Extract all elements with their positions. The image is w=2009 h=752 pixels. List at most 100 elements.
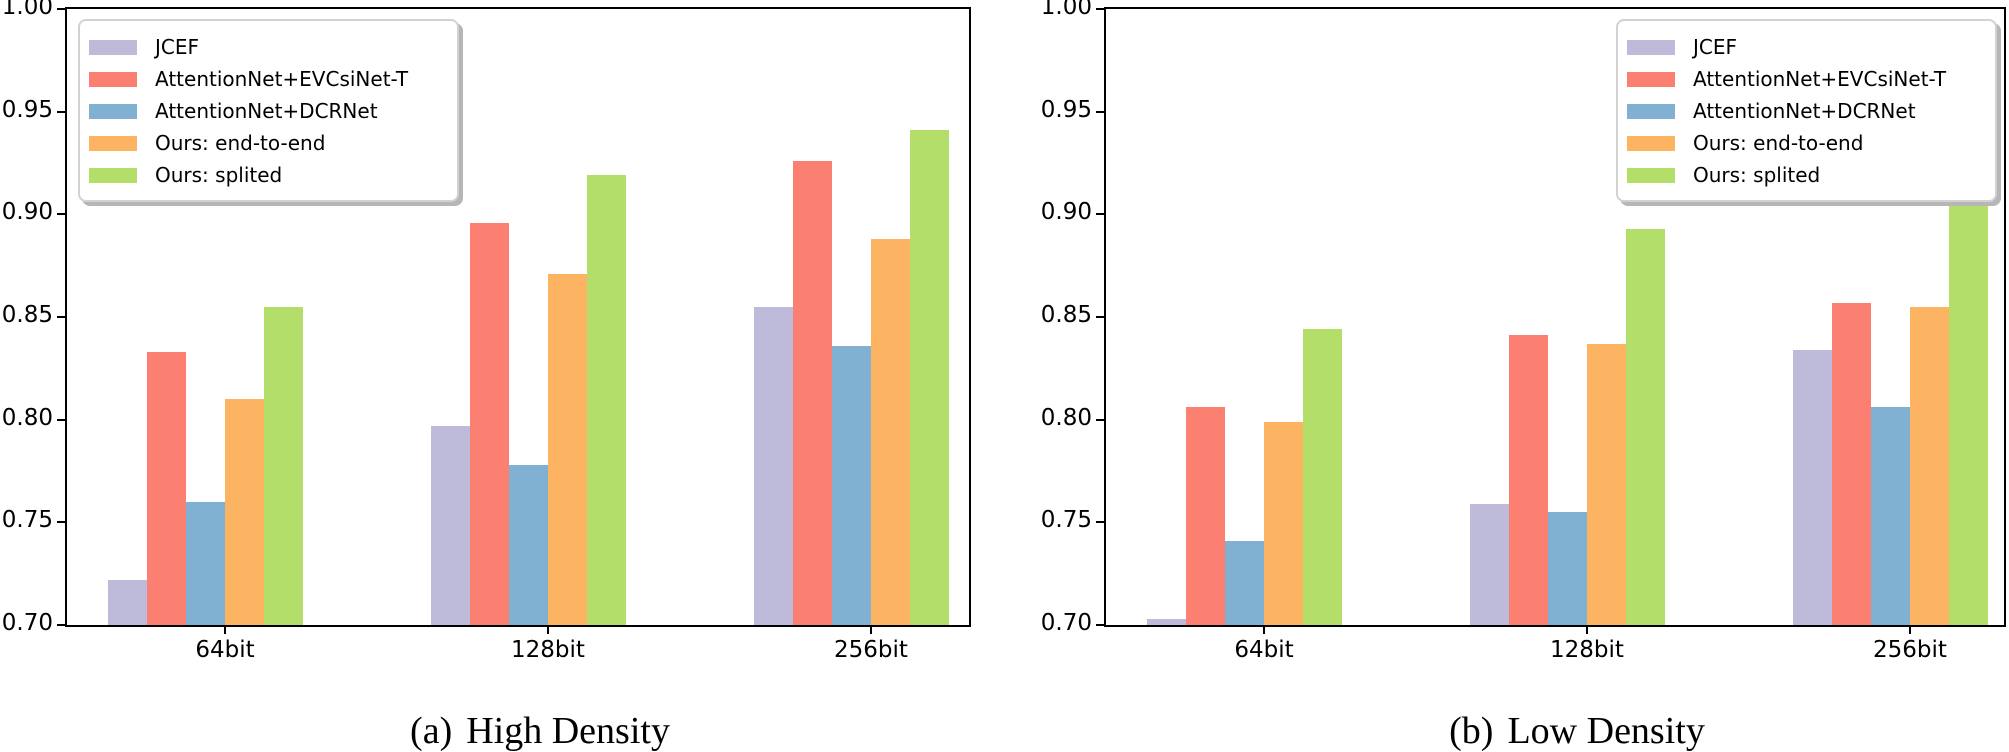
x-tick-label-128bit: 128bit [1550,637,1624,663]
caption-label-b: (b) [1449,710,1494,752]
x-tick-mark [1909,625,1911,634]
x-tick-label-256bit: 256bit [834,637,908,663]
plot-area-high-density: 1.00 0.95 0.90 0.85 0.80 0.75 0.70 64bit 128bit 2… [2,0,971,663]
caption-text-a: High Density [466,710,670,752]
bar-low-density-64bit-ours-splited [1303,329,1342,625]
legend-row: Ours: splited [89,159,447,191]
bar-high-density-128bit-jcef [431,425,470,625]
legend-row: JCEF [1627,31,1985,63]
bar-high-density-256bit-jcef [754,306,793,625]
bar-high-density-64bit-jcef [108,579,147,625]
legend-label: Ours: splited [1693,163,1821,187]
y-tick-mark [1096,521,1104,524]
bar-high-density-64bit-attentionnet-dcrnet [186,501,225,625]
bar-low-density-64bit-attentionnet-evcsinet-t [1186,407,1225,625]
legend-low-density: JCEF AttentionNet+EVCsiNet-T AttentionNet+… [1616,19,1997,202]
legend-row: AttentionNet+DCRNet [89,95,447,127]
legend-swatch-icon [89,167,137,183]
legend-swatch-icon [1627,135,1675,151]
y-tick-label: 0.85 [1,302,53,328]
y-tick-mark [1096,418,1104,421]
plot-area-low-density: 1.00 0.95 0.90 0.85 0.80 0.75 0.70 64bit 128bit 2… [1041,0,2006,663]
x-tick-label-64bit: 64bit [195,637,255,663]
bar-high-density-256bit-ours-end-to-end [871,238,910,625]
x-tick-mark [224,625,226,634]
y-tick-mark [57,8,65,10]
y-tick-label: 0.90 [1040,199,1092,226]
bar-low-density-256bit-attentionnet-dcrnet [1871,407,1910,625]
legend-row: AttentionNet+EVCsiNet-T [1627,63,1985,95]
y-tick-mark [57,624,65,626]
bar-low-density-64bit-attentionnet-dcrnet [1225,540,1264,625]
y-tick-label: 0.70 [1040,610,1092,636]
bar-low-density-64bit-ours-end-to-end [1264,421,1303,625]
caption-text-b: Low Density [1507,710,1705,752]
legend-label: AttentionNet+DCRNet [155,99,378,123]
x-tick-mark [870,625,872,634]
x-tick-mark [1263,625,1265,634]
legend-row: AttentionNet+DCRNet [1627,95,1985,127]
legend-label: AttentionNet+EVCsiNet-T [1693,67,1947,91]
bar-low-density-256bit-jcef [1793,349,1832,625]
y-tick-label: 0.95 [1,96,53,123]
legend-row: Ours: end-to-end [89,127,447,159]
legend-swatch-icon [1627,103,1675,119]
bar-high-density-64bit-attentionnet-evcsinet-t [147,351,186,625]
x-tick-mark [1586,625,1588,634]
y-tick-label: 1.00 [1,0,53,20]
legend-row: JCEF [89,31,447,63]
bar-high-density-64bit-ours-end-to-end [225,399,264,625]
legend-label: Ours: end-to-end [1693,131,1864,155]
y-tick-mark [57,316,65,318]
bar-low-density-128bit-ours-end-to-end [1587,343,1626,625]
bar-low-density-128bit-ours-splited [1626,228,1665,625]
bar-low-density-128bit-attentionnet-dcrnet [1548,512,1587,625]
legend-swatch-icon [89,103,137,119]
y-tick-mark [1096,316,1104,318]
bar-low-density-256bit-ours-splited [1949,193,1988,625]
y-tick-mark [1096,624,1104,626]
y-tick-mark [1096,110,1104,113]
bar-low-density-128bit-jcef [1470,503,1509,625]
bar-high-density-128bit-attentionnet-evcsinet-t [470,222,509,625]
caption-high-density: (a) High Density [220,710,860,752]
x-tick-label-64bit: 64bit [1234,637,1294,663]
x-tick-label-128bit: 128bit [511,637,585,663]
legend-label: JCEF [155,35,200,59]
bar-high-density-128bit-attentionnet-dcrnet [509,464,548,625]
y-tick-label: 0.70 [1,610,53,636]
legend-swatch-icon [1627,39,1675,55]
legend-swatch-icon [1627,71,1675,87]
legend-label: JCEF [1693,35,1738,59]
y-tick-label: 1.00 [1040,0,1092,20]
legend-high-density: JCEF AttentionNet+EVCsiNet-T AttentionNet+… [78,19,459,202]
x-tick-label-256bit: 256bit [1873,637,1947,663]
y-tick-label: 0.80 [1,404,53,431]
y-tick-label: 0.75 [1,507,53,534]
bar-low-density-64bit-jcef [1147,618,1186,625]
x-tick-mark [547,625,549,634]
legend-row: Ours: splited [1627,159,1985,191]
y-tick-mark [57,418,65,421]
bar-high-density-128bit-ours-end-to-end [548,273,587,625]
legend-swatch-icon [1627,167,1675,183]
bar-high-density-128bit-ours-splited [587,175,626,625]
legend-label: Ours: end-to-end [155,131,326,155]
y-tick-label: 0.75 [1040,507,1092,534]
legend-swatch-icon [89,135,137,151]
legend-label: Ours: splited [155,163,283,187]
bar-low-density-128bit-attentionnet-evcsinet-t [1509,335,1548,625]
y-tick-mark [57,521,65,524]
y-tick-mark [57,213,65,216]
y-tick-mark [1096,8,1104,10]
bar-high-density-256bit-attentionnet-dcrnet [832,345,871,625]
legend-swatch-icon [89,71,137,87]
bar-low-density-256bit-ours-end-to-end [1910,306,1949,625]
y-tick-mark [57,110,65,113]
legend-label: AttentionNet+EVCsiNet-T [155,67,409,91]
bar-high-density-256bit-attentionnet-evcsinet-t [793,160,832,625]
legend-swatch-icon [89,39,137,55]
legend-row: AttentionNet+EVCsiNet-T [89,63,447,95]
caption-label-a: (a) [410,710,453,752]
